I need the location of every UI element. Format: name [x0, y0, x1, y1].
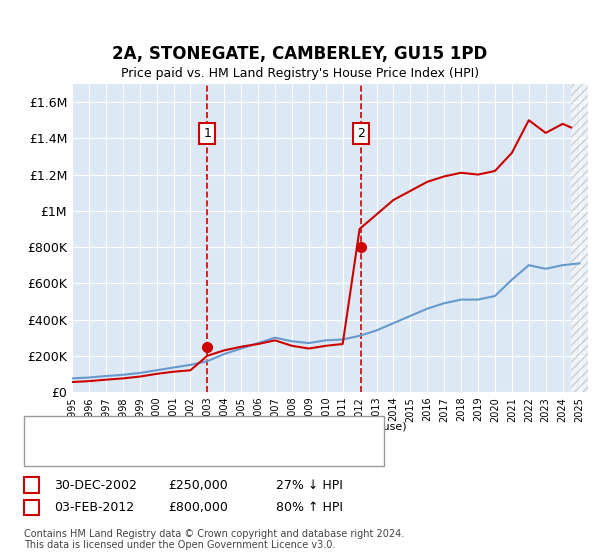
Text: 1: 1	[28, 479, 36, 492]
Text: £800,000: £800,000	[168, 501, 228, 515]
Text: ——: ——	[42, 444, 70, 458]
Text: 2A, STONEGATE, CAMBERLEY, GU15 1PD (detached house): 2A, STONEGATE, CAMBERLEY, GU15 1PD (deta…	[78, 422, 407, 432]
Text: 27% ↓ HPI: 27% ↓ HPI	[276, 479, 343, 492]
Text: Contains HM Land Registry data © Crown copyright and database right 2024.: Contains HM Land Registry data © Crown c…	[24, 529, 404, 539]
Text: 2: 2	[357, 127, 365, 140]
Text: 03-FEB-2012: 03-FEB-2012	[54, 501, 134, 515]
Text: 30-DEC-2002: 30-DEC-2002	[54, 479, 137, 492]
Text: This data is licensed under the Open Government Licence v3.0.: This data is licensed under the Open Gov…	[24, 540, 335, 550]
Text: HPI: Average price, detached house, Surrey Heath: HPI: Average price, detached house, Surr…	[78, 446, 358, 456]
Text: Price paid vs. HM Land Registry's House Price Index (HPI): Price paid vs. HM Land Registry's House …	[121, 67, 479, 80]
Text: 1: 1	[203, 127, 211, 140]
Text: 2A, STONEGATE, CAMBERLEY, GU15 1PD: 2A, STONEGATE, CAMBERLEY, GU15 1PD	[112, 45, 488, 63]
Text: £250,000: £250,000	[168, 479, 228, 492]
Text: 2: 2	[28, 501, 36, 515]
Bar	[571, 84, 588, 392]
Text: 80% ↑ HPI: 80% ↑ HPI	[276, 501, 343, 515]
Text: ——: ——	[42, 420, 70, 433]
